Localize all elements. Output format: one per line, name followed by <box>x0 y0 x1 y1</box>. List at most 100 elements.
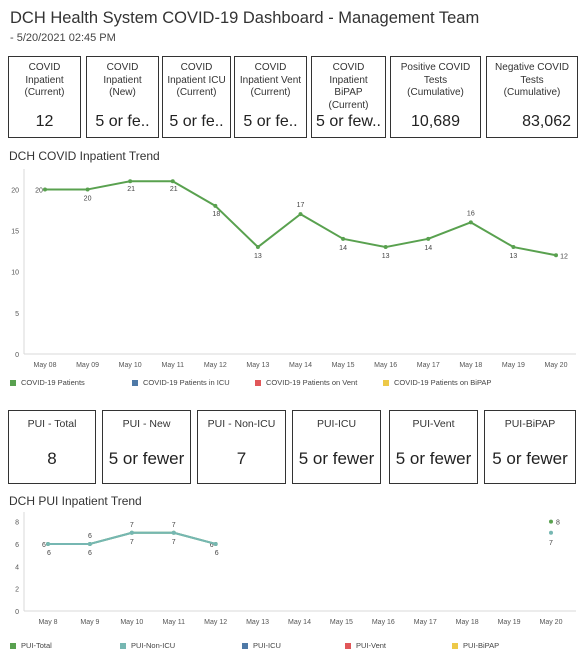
pui-label: PUI-BiPAP <box>504 418 556 430</box>
data-label: 12 <box>560 253 568 260</box>
legend-label: COVID-19 Patients on Vent <box>266 378 358 387</box>
x-tick-label: May 16 <box>372 619 395 626</box>
data-label: 13 <box>382 253 390 260</box>
legend-item: PUI-ICU <box>242 641 281 650</box>
data-label: 7 <box>130 539 134 546</box>
dashboard-title: DCH Health System COVID-19 Dashboard - M… <box>10 9 480 27</box>
data-label: 6 <box>88 533 92 540</box>
legend-label: PUI-Non-ICU <box>131 641 176 650</box>
data-label: 21 <box>127 186 135 193</box>
x-tick-label: May 15 <box>330 619 353 626</box>
data-point <box>129 530 134 535</box>
data-label: 14 <box>339 245 347 252</box>
series-line <box>45 180 557 257</box>
kpi-covid-inpatient-vent: COVID Inpatient Vent (Current) 5 or fe.. <box>234 56 307 138</box>
pui-label: PUI - New <box>122 418 171 430</box>
data-label: 7 <box>549 540 553 547</box>
legend-label: PUI-ICU <box>253 641 281 650</box>
x-tick-label: May 08 <box>34 362 57 369</box>
x-tick-label: May 12 <box>204 362 227 369</box>
kpi-value: 83,062 <box>522 113 571 130</box>
kpi-covid-inpatient-bipap: COVID Inpatient BiPAP (Current) 5 or few.. <box>311 56 386 138</box>
data-label: 8 <box>556 520 560 527</box>
y-tick-label: 10 <box>11 270 19 277</box>
legend-label: COVID-19 Patients on BiPAP <box>394 378 492 387</box>
data-label: 17 <box>297 202 305 209</box>
x-tick-label: May 15 <box>332 362 355 369</box>
legend-swatch <box>255 379 261 386</box>
y-tick-label: 2 <box>15 587 19 594</box>
x-tick-label: May 09 <box>76 362 99 369</box>
y-tick-label: 20 <box>11 187 19 194</box>
data-label: 6 <box>42 542 46 549</box>
x-tick-label: May 14 <box>288 619 311 626</box>
data-point <box>341 236 346 241</box>
data-label: 13 <box>254 253 262 260</box>
x-tick-label: May 19 <box>502 362 525 369</box>
data-point <box>85 187 90 192</box>
legend-swatch <box>383 379 389 386</box>
pui-icu-tile: PUI-ICU 5 or fewer <box>292 410 381 484</box>
x-tick-label: May 10 <box>119 362 142 369</box>
data-label: 6 <box>215 550 219 557</box>
data-point <box>426 236 431 241</box>
kpi-value: 5 or few.. <box>316 113 381 130</box>
x-tick-label: May 10 <box>120 619 143 626</box>
data-point <box>213 541 218 546</box>
inpatient-trend-legend: COVID-19 Patients COVID-19 Patients in IC… <box>10 378 580 390</box>
legend-label: PUI-Vent <box>356 641 387 650</box>
data-point <box>171 530 176 535</box>
legend-swatch <box>242 642 248 649</box>
data-point <box>298 212 303 217</box>
legend-label: COVID-19 Patients <box>21 378 85 387</box>
data-point <box>128 179 133 184</box>
pui-label: PUI - Non-ICU <box>207 418 276 430</box>
data-label: 16 <box>467 210 475 217</box>
x-tick-label: May 16 <box>374 362 397 369</box>
kpi-label: COVID Inpatient BiPAP (Current) <box>328 62 369 111</box>
kpi-value: 12 <box>35 113 54 130</box>
data-point <box>213 203 218 208</box>
legend-label: PUI-BiPAP <box>463 641 500 650</box>
x-tick-label: May 12 <box>204 619 227 626</box>
data-point <box>170 179 175 184</box>
data-point <box>87 541 92 546</box>
x-tick-label: May 20 <box>540 619 563 626</box>
pui-label: PUI-ICU <box>316 418 357 430</box>
pui-new-tile: PUI - New 5 or fewer <box>102 410 191 484</box>
legend-item: COVID-19 Patients <box>10 378 85 387</box>
data-label: 6 <box>210 542 214 549</box>
data-point <box>554 253 558 258</box>
kpi-value: 5 or fe.. <box>169 113 224 130</box>
data-label: 6 <box>47 550 51 557</box>
y-tick-label: 0 <box>15 609 19 616</box>
legend-swatch <box>10 642 16 649</box>
kpi-covid-inpatient-current: COVID Inpatient (Current) 12 <box>8 56 81 138</box>
y-tick-label: 5 <box>15 311 19 318</box>
data-label: 6 <box>88 550 92 557</box>
kpi-label: Positive COVID Tests (Cumulative) <box>400 62 471 98</box>
legend-item: PUI-Total <box>10 641 52 650</box>
kpi-value: 10,689 <box>411 113 460 130</box>
x-tick-label: May 11 <box>163 619 186 626</box>
kpi-label: COVID Inpatient ICU (Current) <box>167 62 226 98</box>
data-point <box>511 245 516 250</box>
legend-item: PUI-Non-ICU <box>120 641 175 650</box>
x-tick-label: May 17 <box>417 362 440 369</box>
data-point <box>549 530 553 535</box>
legend-item: COVID-19 Patients on Vent <box>255 378 357 387</box>
data-point <box>383 245 388 250</box>
x-tick-label: May 8 <box>38 619 57 626</box>
pui-trend-chart: 0 2 4 6 8 May 8 May 9 May 10 May 11 May 12 May 13 M… <box>15 512 576 626</box>
kpi-label: COVID Inpatient (Current) <box>24 62 65 98</box>
legend-label: COVID-19 Patients in ICU <box>143 378 230 387</box>
legend-swatch <box>10 379 16 386</box>
data-label: 7 <box>172 522 176 529</box>
data-label: 21 <box>170 186 178 193</box>
data-label: 7 <box>172 539 176 546</box>
x-tick-label: May 13 <box>246 362 269 369</box>
legend-item: COVID-19 Patients on BiPAP <box>383 378 491 387</box>
y-tick-label: 8 <box>15 520 19 527</box>
pui-value: 5 or fewer <box>395 449 472 468</box>
data-point <box>549 519 553 524</box>
